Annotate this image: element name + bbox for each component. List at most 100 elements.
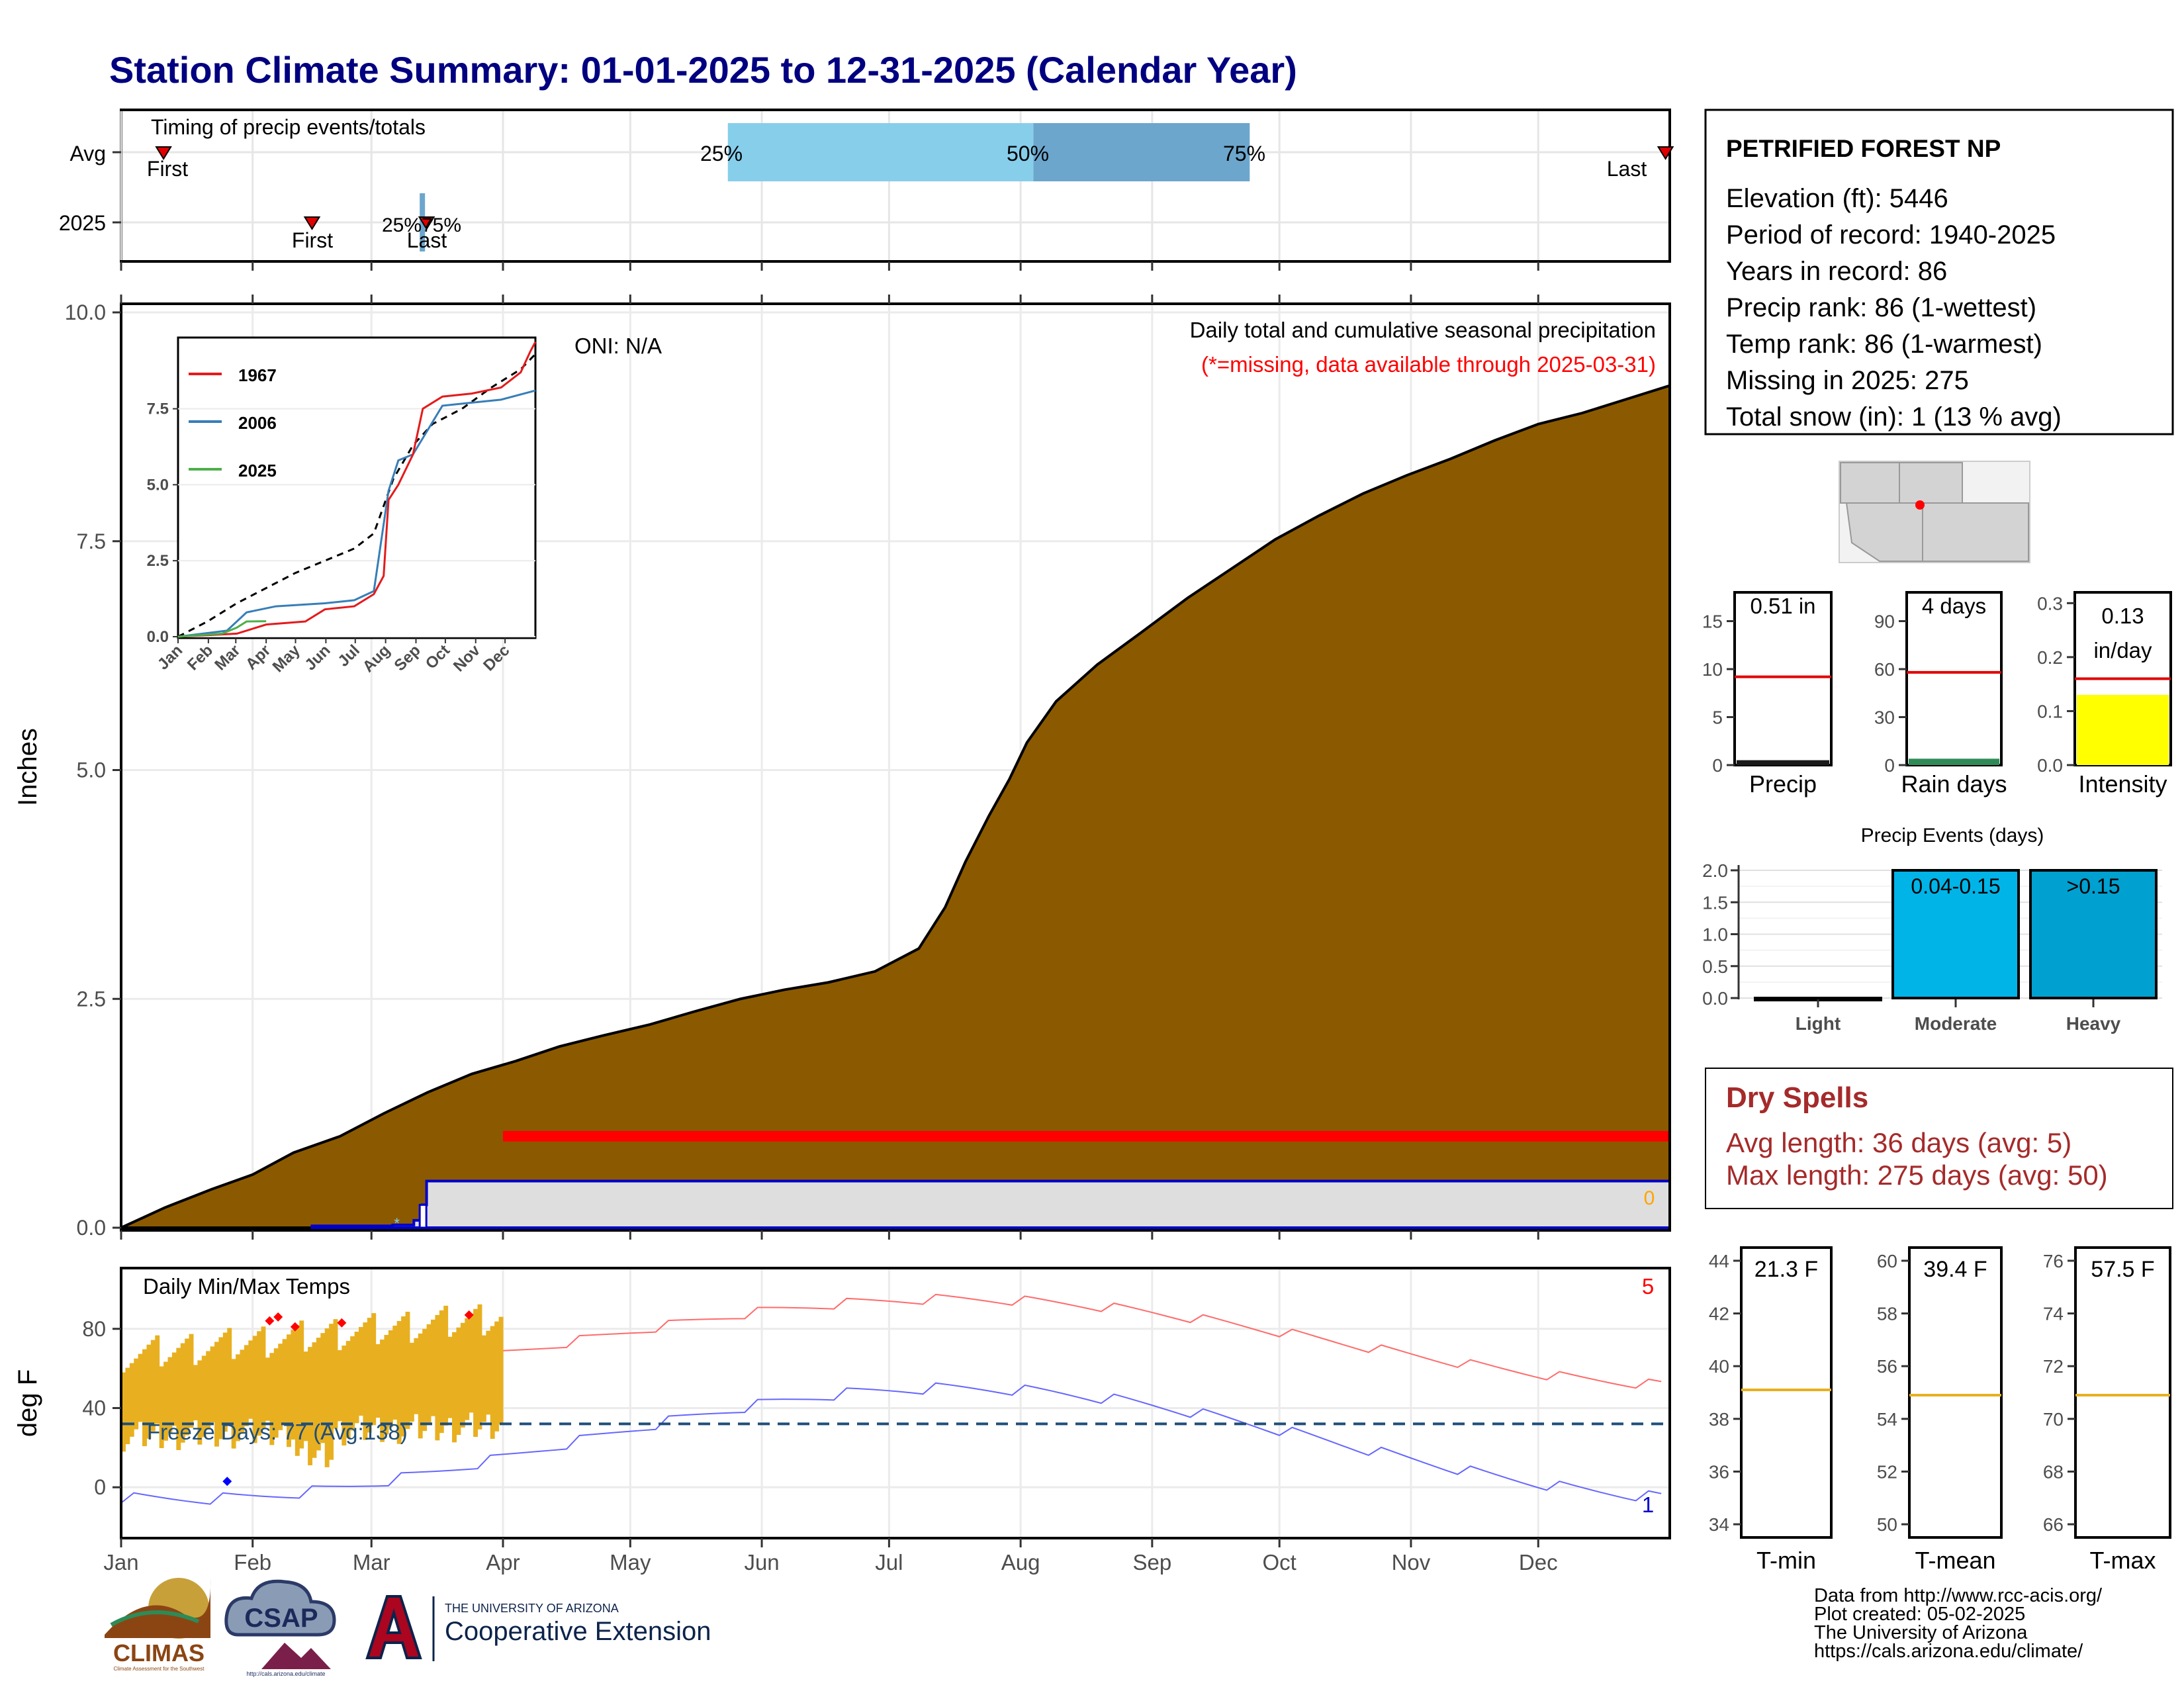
summary-ytick-label-2-2: 0.2 xyxy=(2037,647,2063,668)
record-high-marker-5 xyxy=(464,1310,474,1320)
temp-summary-ytick-label-2-4: 74 xyxy=(2043,1304,2064,1324)
temp-summary-ytick-label-2-3: 72 xyxy=(2043,1356,2064,1377)
temp-bar-day-8 xyxy=(150,1340,156,1432)
temp-bar-day-78 xyxy=(447,1336,453,1418)
record-high-marker-3 xyxy=(290,1322,300,1332)
temp-bar-day-58 xyxy=(363,1322,368,1440)
ua-logo: THE UNIVERSITY OF ARIZONA Cooperative Ex… xyxy=(365,1595,711,1661)
temp-bar-day-71 xyxy=(418,1333,423,1439)
month-label-may: May xyxy=(610,1550,651,1575)
month-label-nov: Nov xyxy=(1392,1550,1431,1575)
temp-bar-day-35 xyxy=(265,1357,270,1421)
record-low-marker-1 xyxy=(222,1477,232,1486)
temp-summary-ytick-label-1-4: 58 xyxy=(1877,1304,1897,1324)
temp-summary-ytick-label-2-2: 70 xyxy=(2043,1409,2064,1430)
events-ytick-label-4: 2.0 xyxy=(1702,860,1728,881)
events-bar-label-moderate: 0.04-0.15 xyxy=(1911,874,2000,898)
precip-ytick-label-0: 0.0 xyxy=(77,1216,106,1240)
summary-value-text-2-a: 0.13 xyxy=(2101,604,2144,628)
temp-bar-day-5 xyxy=(138,1353,143,1422)
month-label-oct: Oct xyxy=(1263,1550,1297,1575)
temp-summary-value-2: 57.5 F xyxy=(2091,1257,2154,1282)
summary-frame-1 xyxy=(1905,591,2003,766)
inset-ytick-label-1: 2.5 xyxy=(147,552,169,570)
temp-bar-day-32 xyxy=(252,1336,257,1443)
temp-title: Daily Min/Max Temps xyxy=(143,1274,350,1299)
temp-summary-t-mean: 50 52 54 56 58 60 39.4 F T-mean xyxy=(1877,1246,2003,1574)
avg-pct-25-50-box xyxy=(727,123,1034,181)
csap-logo-text: CSAP xyxy=(244,1604,318,1633)
summary-ytick-label-2-0: 0.0 xyxy=(2037,755,2063,776)
temp-bar-day-60 xyxy=(371,1313,377,1426)
footer-url: https://cals.arizona.edu/climate/ xyxy=(1814,1641,2083,1662)
temp-bar-day-72 xyxy=(422,1328,428,1432)
summary-label-2: Intensity xyxy=(2078,770,2167,798)
inset-avg-line xyxy=(177,353,537,638)
temp-ytick-label-2: 80 xyxy=(82,1317,106,1341)
temp-bar-day-86 xyxy=(481,1335,486,1422)
footer-university: The University of Arizona xyxy=(1814,1622,2028,1643)
month-label-feb: Feb xyxy=(234,1550,271,1575)
temp-bar-day-56 xyxy=(354,1332,359,1424)
temp-bar-day-67 xyxy=(401,1316,406,1437)
inset-frame xyxy=(177,336,537,639)
temp-bar-day-81 xyxy=(460,1322,465,1428)
y2025-last-label: Last xyxy=(407,228,447,252)
temp-bar-day-18 xyxy=(193,1365,198,1421)
timing-panel: Timing of precip events/totals Avg 2025 … xyxy=(59,109,1674,271)
summary-value-text-1: 4 days xyxy=(1922,594,1986,618)
avg-pct-75-label: 75% xyxy=(1223,142,1265,165)
temp-bar-day-84 xyxy=(473,1308,478,1438)
y2025-first-label: First xyxy=(292,228,333,252)
climas-logo: CLIMAS Climate Assessment for the Southw… xyxy=(105,1578,211,1672)
summary-label-0: Precip xyxy=(1749,770,1817,798)
temp-bar-day-73 xyxy=(426,1324,432,1424)
temp-bar-day-13 xyxy=(171,1352,177,1426)
temp-bar-day-85 xyxy=(477,1304,482,1430)
temp-bar-day-42 xyxy=(295,1325,300,1456)
station-line-temp-rank: Temp rank: 86 (1-warmest) xyxy=(1726,330,2042,359)
temp-bar-day-22 xyxy=(210,1346,215,1423)
station-line-period: Period of record: 1940-2025 xyxy=(1726,220,2056,250)
snow-marker: * xyxy=(394,1215,400,1232)
temp-summary-frame-1 xyxy=(1908,1246,2003,1539)
dry-spells-frame xyxy=(1705,1068,2173,1209)
temp-summary-ytick-label-1-3: 56 xyxy=(1877,1356,1897,1377)
y2025-pct-label: 25%75% xyxy=(382,214,461,236)
temp-summary-ytick-label-1-1: 52 xyxy=(1877,1461,1897,1482)
month-label-jul: Jul xyxy=(875,1550,903,1575)
temp-bar-day-64 xyxy=(388,1330,393,1428)
temp-summary-label-0: T-min xyxy=(1756,1547,1816,1574)
events-category-heavy: Heavy xyxy=(2066,1013,2121,1034)
temp-bar-day-80 xyxy=(456,1327,461,1436)
timing-row-2025: 2025 xyxy=(59,211,106,235)
avg-last-label: Last xyxy=(1607,157,1647,181)
temp-bar-day-40 xyxy=(287,1334,291,1447)
temp-bar-day-76 xyxy=(439,1310,444,1434)
temp-bar-day-2 xyxy=(125,1367,130,1445)
temp-bar-day-9 xyxy=(155,1335,160,1424)
temp-bar-day-11 xyxy=(163,1361,169,1441)
temp-bar-day-23 xyxy=(214,1342,219,1447)
record-high-marker-4 xyxy=(337,1318,347,1328)
station-line-precip-rank: Precip rank: 86 (1-wettest) xyxy=(1726,293,2036,322)
station-line-snow: Total snow (in): 1 (13 % avg) xyxy=(1726,402,2062,432)
inset-1967-line xyxy=(177,341,537,638)
temp-bar-day-59 xyxy=(367,1318,372,1433)
summary-ytick-label-1-0: 0 xyxy=(1884,755,1895,776)
temp-ytick-label-1: 40 xyxy=(82,1396,106,1420)
temp-bar-day-1 xyxy=(121,1372,126,1452)
state-utah xyxy=(1840,462,1900,504)
temp-bar-day-28 xyxy=(236,1354,241,1441)
summary-bar-precip: 0 5 10 15 0.51 in Precip xyxy=(1702,591,1833,798)
month-label-dec: Dec xyxy=(1519,1550,1558,1575)
legend-2025-label: 2025 xyxy=(238,461,277,480)
precip-events-chart: Precip Events (days) 0.0 0.5 1.0 1.5 2.0 Ligh… xyxy=(1702,825,2162,1034)
summary-bar-intensity: 0.0 0.1 0.2 0.3 0.13 in/day Intensity xyxy=(2037,591,2172,798)
summary-ytick-label-0-3: 15 xyxy=(1702,612,1723,632)
cumulative-avg-area xyxy=(120,383,1671,1229)
temp-bar-day-69 xyxy=(409,1342,414,1422)
station-name: PETRIFIED FOREST NP xyxy=(1726,135,2001,162)
ua-logo-bottom: Cooperative Extension xyxy=(445,1617,711,1646)
